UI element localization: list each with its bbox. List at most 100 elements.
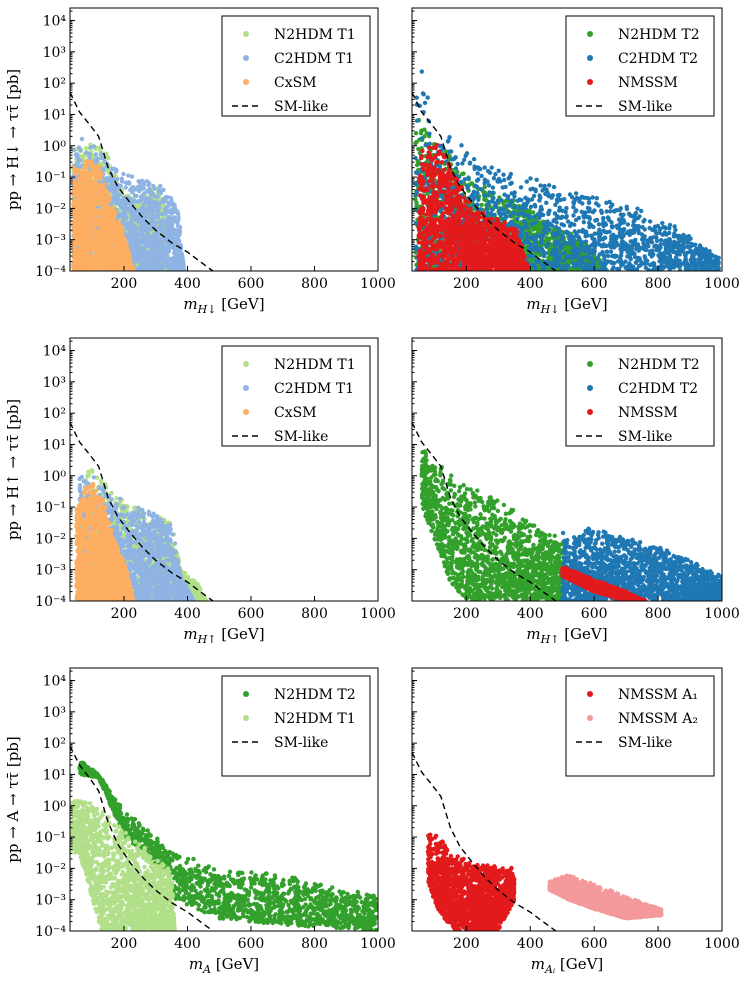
data-point	[81, 251, 86, 256]
data-point	[123, 212, 128, 217]
data-point	[75, 167, 80, 173]
x-tick-label: 800	[301, 276, 328, 292]
data-point	[117, 212, 122, 217]
data-point	[172, 203, 177, 208]
data-point	[160, 212, 165, 217]
data-point	[88, 180, 93, 185]
data-point	[127, 200, 132, 206]
x-axis-label: mH↓ [GeV]	[183, 295, 264, 316]
data-point	[181, 266, 186, 271]
data-point	[146, 189, 152, 194]
data-point	[165, 194, 170, 200]
data-point	[104, 234, 109, 239]
legend-marker-dot	[243, 31, 249, 37]
data-point	[142, 266, 147, 271]
data-point	[139, 195, 144, 200]
data-point	[115, 238, 121, 244]
data-point	[97, 248, 103, 253]
data-point	[114, 228, 120, 234]
data-point	[151, 214, 156, 220]
data-point	[152, 194, 158, 199]
data-point	[88, 234, 93, 239]
data-point	[142, 191, 147, 196]
y-tick-label: 10⁴	[43, 14, 67, 30]
data-point	[134, 259, 140, 264]
data-point	[107, 177, 113, 183]
data-point	[148, 254, 153, 259]
data-point	[171, 240, 176, 245]
data-point	[92, 186, 98, 192]
data-point	[172, 244, 177, 249]
data-point	[179, 253, 185, 258]
y-tick-label: 10⁻³	[35, 233, 66, 249]
data-point	[113, 255, 118, 260]
y-axis-label: pp → H↓ → ττ̄ [pb]	[4, 69, 22, 210]
data-point	[155, 205, 160, 210]
x-tick-label: 200	[111, 276, 138, 292]
data-point	[73, 219, 79, 224]
data-point	[162, 228, 168, 233]
data-point	[164, 224, 169, 229]
data-point	[138, 183, 143, 188]
data-point	[113, 199, 118, 205]
x-tick-label: 1000	[360, 276, 396, 292]
data-point	[93, 171, 98, 176]
data-point	[87, 152, 92, 157]
data-point	[82, 207, 88, 212]
legend-marker-dot	[243, 79, 249, 85]
data-point	[169, 198, 174, 203]
data-point	[84, 150, 89, 155]
data-point	[177, 229, 183, 235]
data-point	[166, 249, 172, 254]
data-point	[72, 212, 77, 217]
data-point	[105, 168, 110, 173]
legend-entry: CxSM	[274, 75, 317, 91]
data-point	[93, 152, 99, 157]
data-point	[89, 159, 94, 165]
data-point	[115, 262, 120, 267]
data-point	[110, 182, 116, 187]
data-point	[83, 193, 89, 198]
data-point	[79, 216, 85, 221]
data-point	[72, 235, 77, 240]
data-point	[104, 176, 109, 181]
data-point	[171, 262, 177, 268]
data-point	[145, 233, 151, 238]
data-point	[132, 240, 138, 245]
data-point	[75, 198, 81, 203]
data-point	[169, 202, 174, 207]
x-tick-label: 400	[174, 276, 201, 292]
data-point	[73, 242, 78, 247]
y-tick-label: 10⁰	[43, 139, 67, 155]
data-point	[155, 215, 161, 220]
data-point	[111, 249, 117, 255]
data-point	[142, 210, 147, 216]
data-point	[107, 197, 113, 202]
data-point	[106, 240, 112, 245]
data-point	[121, 171, 126, 177]
data-point	[129, 245, 135, 250]
data-point	[165, 216, 171, 221]
data-point	[125, 221, 130, 226]
data-point	[129, 212, 135, 218]
data-point	[136, 208, 141, 213]
data-point	[131, 199, 137, 204]
x-tick-label: 600	[238, 276, 265, 292]
data-point	[158, 183, 163, 189]
data-point	[131, 185, 136, 190]
data-point	[83, 237, 88, 243]
data-point	[165, 208, 170, 213]
y-tick-label: 10⁻¹	[35, 170, 66, 186]
data-point	[92, 198, 97, 203]
data-point	[80, 211, 86, 216]
data-point	[161, 254, 166, 259]
data-point	[127, 232, 132, 237]
data-point	[95, 145, 100, 151]
data-point	[153, 199, 159, 205]
data-point	[86, 172, 91, 177]
data-point	[175, 261, 180, 266]
data-point	[92, 265, 97, 271]
data-point	[97, 262, 103, 268]
